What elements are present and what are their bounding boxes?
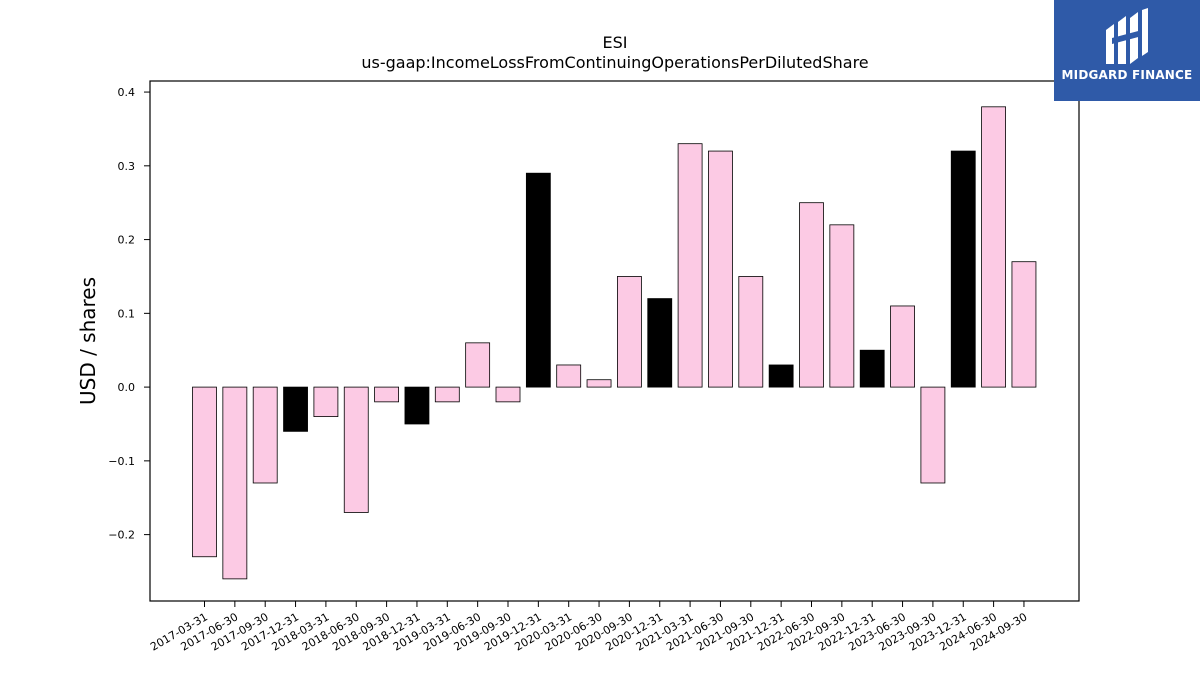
bar-2021-12-31 [768, 364, 794, 388]
bar-2020-09-30 [617, 276, 642, 388]
y-tick-label: −0.1 [108, 455, 135, 468]
bar-2022-09-30 [829, 224, 855, 388]
y-tick-label: 0.1 [118, 307, 136, 320]
bar-2018-06-30 [343, 386, 369, 513]
bar-2023-12-31 [950, 150, 976, 388]
bar-2019-03-31 [434, 386, 460, 403]
y-axis: −0.2 −0.1 0.0 0.1 0.2 0.3 0.4 [108, 86, 150, 542]
y-axis-label: USD / shares [76, 277, 100, 405]
bar-2017-03-31 [192, 386, 217, 558]
bar-2021-06-30 [708, 150, 733, 388]
bar-2020-03-31 [556, 364, 582, 388]
chart-title: ESI [603, 33, 628, 52]
bar-2024-09-30 [1011, 261, 1037, 388]
bar-2023-09-30 [920, 386, 946, 484]
bar-2019-12-31 [525, 172, 551, 388]
bar-2018-09-30 [374, 386, 400, 403]
chart-subtitle: us-gaap:IncomeLossFromContinuingOperatio… [361, 53, 868, 72]
x-axis: 2017-03-312017-06-302017-09-302017-12-31… [148, 601, 1029, 654]
bar-2020-12-31 [647, 298, 673, 388]
bar-2019-06-30 [465, 342, 491, 388]
y-tick-label: −0.2 [108, 529, 135, 542]
y-tick-label: 0.2 [118, 234, 136, 247]
bar-2021-09-30 [738, 276, 764, 388]
bars [192, 106, 1037, 580]
bar-2023-06-30 [890, 305, 915, 388]
brand-logo: MIDGARD FINANCE [1054, 0, 1200, 101]
bar-2019-09-30 [495, 386, 521, 403]
bar-2024-06-30 [981, 106, 1006, 388]
midgard-logo-icon [1106, 8, 1148, 64]
bar-2022-06-30 [799, 202, 824, 388]
y-tick-label: 0.3 [118, 160, 136, 173]
y-tick-label: 0.0 [118, 381, 136, 394]
bar-2017-06-30 [222, 386, 248, 580]
bar-2022-12-31 [859, 349, 885, 388]
bar-2018-03-31 [313, 386, 339, 418]
y-tick-label: 0.4 [118, 86, 136, 99]
bar-2018-12-31 [404, 386, 430, 425]
bar-2020-06-30 [586, 379, 612, 388]
brand-name: MIDGARD FINANCE [1061, 68, 1193, 82]
bar-2017-09-30 [252, 386, 278, 484]
bar-2021-03-31 [677, 143, 703, 388]
bar-2017-12-31 [283, 386, 308, 432]
plot-frame [149, 80, 1080, 602]
